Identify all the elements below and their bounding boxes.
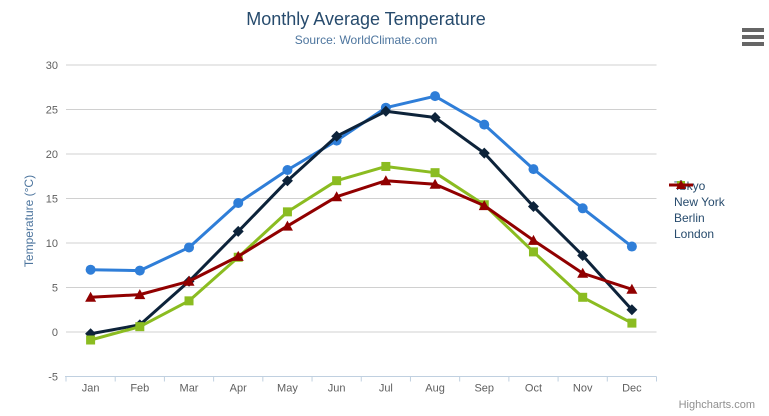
svg-text:Nov: Nov <box>573 383 593 395</box>
svg-text:Jul: Jul <box>379 383 393 395</box>
series-tokyo[interactable] <box>85 91 637 276</box>
svg-text:Feb: Feb <box>130 383 149 395</box>
legend-item-new-york[interactable]: New York <box>669 180 725 210</box>
series-london[interactable] <box>85 175 638 302</box>
series-new-york[interactable] <box>85 105 638 340</box>
svg-text:May: May <box>277 383 298 395</box>
y-grid-and-labels: -5 0 5 10 15 20 25 30 <box>46 60 657 384</box>
svg-text:-5: -5 <box>48 372 58 384</box>
svg-text:Oct: Oct <box>525 383 542 395</box>
svg-text:0: 0 <box>52 327 58 339</box>
svg-text:Apr: Apr <box>230 383 247 395</box>
legend-item-berlin[interactable]: Berlin <box>669 181 725 226</box>
legend-item-label: Berlin <box>674 211 705 225</box>
chart-subtitle: Source: WorldClimate.com <box>294 33 438 47</box>
svg-text:Mar: Mar <box>180 383 199 395</box>
svg-text:20: 20 <box>46 149 58 161</box>
x-axis: Jan Feb Mar Apr May Jun Jul Aug Sep Oct Nov Dec <box>65 376 657 395</box>
svg-text:Jun: Jun <box>328 383 346 395</box>
svg-text:Aug: Aug <box>425 383 445 395</box>
svg-text:5: 5 <box>52 283 58 295</box>
legend-item-label: London <box>674 227 715 241</box>
svg-text:Sep: Sep <box>474 383 494 395</box>
svg-text:30: 30 <box>46 60 58 72</box>
legend-item-london[interactable]: London <box>669 180 725 242</box>
credits-link[interactable]: Highcharts.com <box>678 399 755 411</box>
svg-text:10: 10 <box>46 238 58 250</box>
y-axis-title: Temperature (°C) <box>22 174 36 268</box>
svg-text:25: 25 <box>46 105 58 117</box>
svg-text:Dec: Dec <box>622 383 642 395</box>
hamburger-menu-icon[interactable] <box>741 28 765 48</box>
legend-item-label: New York <box>674 195 725 209</box>
chart-title: Monthly Average Temperature <box>246 9 486 29</box>
svg-text:Jan: Jan <box>82 383 100 395</box>
legend-marker-triangle-icon <box>669 180 693 189</box>
svg-text:15: 15 <box>46 194 58 206</box>
